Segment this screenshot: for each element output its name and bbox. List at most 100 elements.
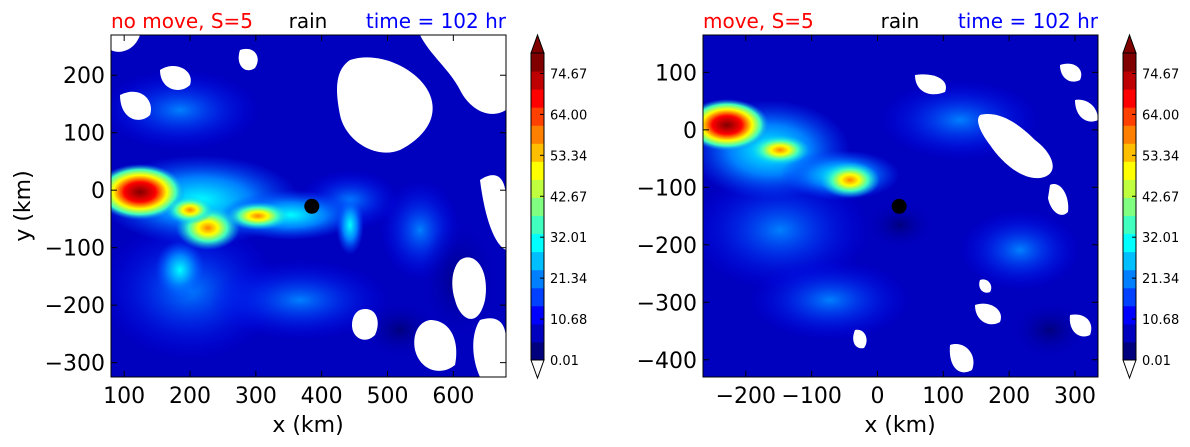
colorbar-segment xyxy=(531,143,544,162)
title-left-case: no move, S=5 xyxy=(111,9,253,33)
y-tick-label: 200 xyxy=(63,64,105,89)
colorbar-tick-label: 74.67 xyxy=(550,67,587,82)
colorbar-extend-max xyxy=(530,33,545,54)
colorbar-segment xyxy=(1123,341,1136,361)
title-left-variable: rain xyxy=(289,9,328,33)
colorbar-extend-min xyxy=(1122,359,1137,380)
center-marker-left xyxy=(304,198,320,214)
colorbar-segment xyxy=(1123,161,1136,180)
colorbar-segment xyxy=(1123,287,1136,307)
y-tick-label: −300 xyxy=(637,291,697,316)
y-tick-label: −300 xyxy=(45,352,105,377)
colorbar-frame xyxy=(1122,52,1137,361)
colorbar-segment xyxy=(531,341,544,361)
colorbar-right: 74.67 64.00 53.34 42.67 32.01 21.34 10.68 0.01 xyxy=(1122,33,1179,380)
colorbar-tick-label: 10.68 xyxy=(1142,313,1179,328)
colorbar-segment xyxy=(531,197,544,217)
colorbar-segment xyxy=(1123,323,1136,343)
colorbar-segment xyxy=(1123,143,1136,162)
colorbar-segment xyxy=(1123,53,1136,72)
colorbar-tick-label: 53.34 xyxy=(1142,149,1179,164)
y-tick-label: 100 xyxy=(655,61,697,86)
colorbar-segment xyxy=(1123,179,1136,198)
panel-left: 100 200 300 400 500 600 200 100 0 −100 −200 −300 x … xyxy=(11,9,507,438)
x-tick-label: 200 xyxy=(988,384,1030,409)
colorbar-segment xyxy=(531,323,544,343)
x-tick-label: 500 xyxy=(367,384,409,409)
colorbar-frame xyxy=(530,52,545,361)
rain-field-left xyxy=(111,35,506,377)
y-tick-label: −400 xyxy=(637,349,697,374)
colorbar-segment xyxy=(531,215,544,235)
y-tick-label: 0 xyxy=(91,179,105,204)
colorbar-tick-label: 0.01 xyxy=(1142,354,1171,369)
x-tick-label: 200 xyxy=(169,384,211,409)
colorbar-segment xyxy=(531,71,544,90)
y-tick-label: −100 xyxy=(45,237,105,262)
y-tick-label: 100 xyxy=(63,122,105,147)
colorbar-segment xyxy=(1123,269,1136,289)
title-right-time: time = 102 hr xyxy=(958,9,1099,33)
x-tick-label: 300 xyxy=(235,384,277,409)
colorbar-segment xyxy=(1123,233,1136,253)
y-tick-label: −200 xyxy=(45,294,105,319)
colorbar-segment xyxy=(1123,305,1136,325)
colorbar-segment xyxy=(1123,71,1136,90)
y-tick-label: −200 xyxy=(637,234,697,259)
colorbar-tick-label: 10.68 xyxy=(550,313,587,328)
colorbar-segment xyxy=(531,107,544,126)
colorbar-segment xyxy=(1123,125,1136,144)
colorbar-tick-label: 42.67 xyxy=(1142,190,1179,205)
colorbar-segment xyxy=(1123,197,1136,217)
x-tick-label: 300 xyxy=(1054,384,1096,409)
colorbar-segment xyxy=(531,89,544,108)
x-tick-label: 400 xyxy=(301,384,343,409)
colorbar-segment xyxy=(531,161,544,180)
colorbar-segment xyxy=(531,233,544,253)
x-tick-label: 100 xyxy=(103,384,145,409)
colorbar-left: 74.67 64.00 53.34 42.67 32.01 21.34 10.68 0.01 xyxy=(530,33,587,380)
colorbar-tick-label: 64.00 xyxy=(550,108,587,123)
colorbar-tick-label: 42.67 xyxy=(550,190,587,205)
colorbar-segment xyxy=(531,179,544,198)
x-axis-label-left: x (km) xyxy=(272,413,343,438)
colorbar-segment xyxy=(1123,215,1136,235)
colorbar-extend-max xyxy=(1122,33,1137,54)
colorbar-segment xyxy=(531,125,544,144)
colorbar-segment xyxy=(531,269,544,289)
colorbar-segment xyxy=(531,287,544,307)
title-right-variable: rain xyxy=(881,9,920,33)
colorbar-segment xyxy=(531,251,544,271)
y-tick-label: 0 xyxy=(683,119,697,144)
colorbar-tick-label: 0.01 xyxy=(550,354,579,369)
x-tick-label: 600 xyxy=(432,384,474,409)
center-marker-right xyxy=(891,198,907,214)
title-left: no move, S=5 rain time = 102 hr xyxy=(111,9,507,33)
colorbar-tick-label: 21.34 xyxy=(550,272,587,287)
colorbar-segment xyxy=(531,53,544,72)
x-tick-label: 100 xyxy=(922,384,964,409)
y-axis-label-left: y (km) xyxy=(11,170,36,241)
colorbar-segment xyxy=(1123,251,1136,271)
x-tick-label: 0 xyxy=(870,384,884,409)
x-axis-label-right: x (km) xyxy=(864,413,935,438)
y-tick-label: −100 xyxy=(637,176,697,201)
colorbar-tick-label: 64.00 xyxy=(1142,108,1179,123)
x-tick-label: −100 xyxy=(781,384,841,409)
title-left-time: time = 102 hr xyxy=(366,9,507,33)
colorbar-tick-label: 21.34 xyxy=(1142,272,1179,287)
colorbar-segment xyxy=(1123,89,1136,108)
title-right-case: move, S=5 xyxy=(703,9,814,33)
colorbar-segment xyxy=(531,305,544,325)
rain-field-right xyxy=(703,35,1098,377)
colorbar-tick-label: 53.34 xyxy=(550,149,587,164)
axes-left: 100 200 300 400 500 600 200 100 0 −100 −200 −300 xyxy=(45,35,506,409)
colorbar-tick-label: 32.01 xyxy=(1142,231,1179,246)
colorbar-tick-label: 74.67 xyxy=(1142,67,1179,82)
colorbar-segment xyxy=(1123,107,1136,126)
title-right: move, S=5 rain time = 102 hr xyxy=(703,9,1099,33)
x-tick-label: −200 xyxy=(716,384,776,409)
